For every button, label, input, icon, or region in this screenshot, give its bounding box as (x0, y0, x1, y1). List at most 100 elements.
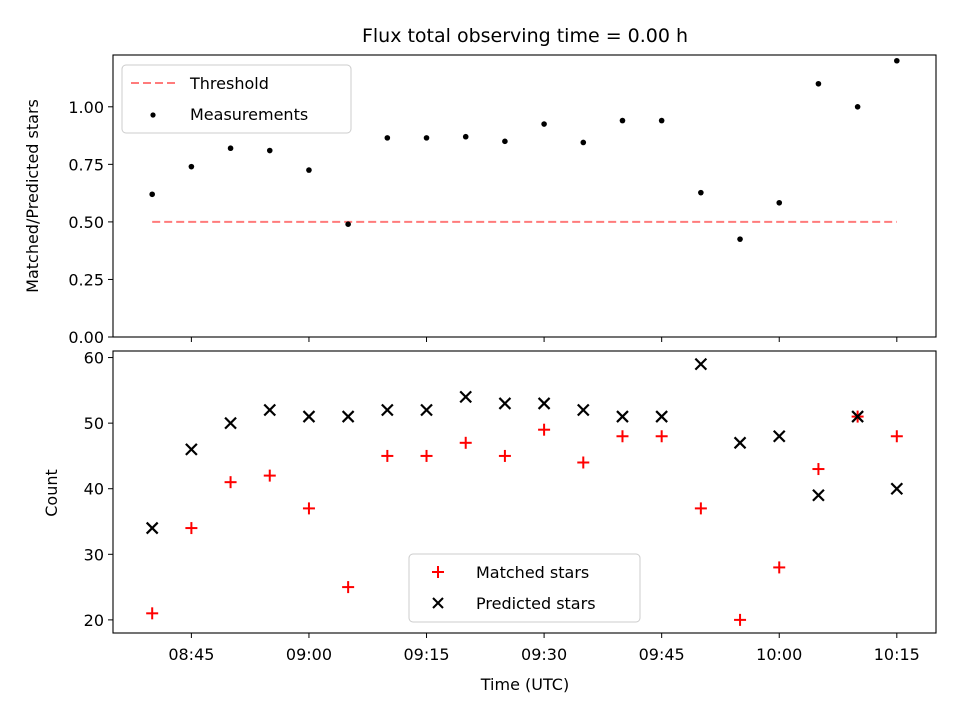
predicted-star-point (145, 521, 159, 535)
bottom-y-label: Count (42, 469, 61, 517)
predicted-star-point (420, 403, 433, 417)
predicted-star-point (890, 482, 904, 495)
predicted-star-point (498, 397, 512, 410)
matched-star-point (146, 607, 159, 620)
matched-star-point (890, 430, 903, 443)
predicted-star-point (616, 410, 629, 423)
top-panel: Flux total observing time = 0.00 h 0.000… (23, 25, 937, 347)
predicted-stars-points (145, 357, 904, 535)
measurement-point (658, 117, 665, 124)
bottom-y-ticks: 20 30 40 50 60 (84, 349, 113, 630)
matched-star-point (812, 463, 825, 476)
measurement-point (502, 138, 508, 145)
measurement-point (580, 139, 587, 146)
measurement-point (776, 199, 783, 206)
matched-star-point (381, 449, 394, 462)
top-legend: Threshold Measurements (121, 64, 352, 134)
measurement-point (854, 103, 861, 110)
top-y-ticks: 0.00 0.25 0.50 0.75 1.00 (68, 98, 113, 347)
bottom-x-tick-label: 09:15 (403, 645, 449, 664)
predicted-star-point (733, 436, 747, 450)
bottom-x-label: Time (UTC) (480, 675, 569, 694)
bottom-x-tick-label: 09:30 (521, 645, 567, 664)
matched-star-point (224, 476, 237, 489)
bottom-y-tick-label: 40 (84, 480, 104, 499)
top-axes-frame (112, 54, 937, 338)
bottom-panel: 20 30 40 50 60 08:45 09:00 09:15 09:30 09:45 10:0… (42, 349, 937, 694)
top-y-tick-label: 0.00 (68, 328, 104, 347)
top-y-tick-label: 1.00 (68, 98, 104, 117)
predicted-star-point (263, 403, 277, 417)
matched-star-point (498, 449, 511, 462)
predicted-star-point (577, 403, 590, 417)
bottom-x-tick-label: 08:45 (168, 645, 214, 664)
top-y-tick-label: 0.50 (68, 213, 104, 232)
measurement-point (815, 80, 822, 87)
bottom-x-ticks: 08:45 09:00 09:15 09:30 09:45 10:00 10:15 (168, 633, 920, 664)
predicted-star-point (341, 410, 355, 423)
measurement-point (737, 236, 743, 242)
matched-star-point (185, 522, 198, 535)
top-y-tick-label: 0.75 (68, 155, 104, 174)
top-legend-box (121, 64, 352, 134)
matched-star-point (263, 469, 276, 482)
measurement-point (306, 167, 312, 173)
matched-star-point (420, 449, 433, 462)
predicted-star-point (185, 443, 198, 456)
measurement-points (149, 57, 900, 242)
top-y-label: Matched/Predicted stars (23, 99, 42, 293)
top-y-tick-label: 0.25 (68, 270, 104, 289)
bottom-y-tick-label: 60 (84, 349, 104, 368)
legend-matched-swatch (432, 566, 444, 578)
measurement-point (384, 135, 391, 141)
bottom-x-tick-label: 10:15 (874, 645, 920, 664)
legend-predicted-label: Predicted stars (476, 594, 596, 613)
measurement-point (698, 189, 704, 196)
bottom-x-tick-label: 10:00 (756, 645, 802, 664)
legend-threshold-label: Threshold (189, 74, 269, 93)
matched-star-point (302, 502, 315, 515)
matched-star-point (616, 430, 629, 443)
matched-star-point (577, 456, 590, 469)
matched-star-point (459, 436, 472, 449)
legend-measurements-label: Measurements (190, 105, 308, 124)
bottom-axes-frame (112, 350, 937, 634)
legend-matched-label: Matched stars (476, 563, 589, 582)
predicted-star-point (381, 403, 394, 417)
bottom-x-tick-label: 09:00 (286, 645, 332, 664)
measurement-point (345, 221, 351, 227)
bottom-legend-box (408, 553, 641, 623)
measurement-point (894, 57, 900, 64)
legend-predicted-swatch (432, 597, 444, 609)
predicted-star-point (459, 390, 472, 404)
matched-star-point (694, 502, 707, 515)
predicted-star-point (224, 416, 237, 430)
matched-star-point (773, 561, 786, 574)
bottom-y-tick-label: 20 (84, 611, 104, 630)
legend-measurements-swatch (150, 112, 156, 118)
measurement-point (462, 133, 469, 140)
measurement-point (619, 117, 626, 124)
measurement-point (541, 121, 547, 127)
predicted-star-point (655, 410, 668, 423)
predicted-star-point (851, 410, 864, 423)
matched-star-point (655, 430, 668, 443)
matched-star-point (538, 423, 551, 436)
bottom-legend: Matched stars Predicted stars (408, 553, 641, 623)
predicted-star-point (812, 489, 825, 502)
measurement-point (423, 135, 430, 141)
predicted-star-point (694, 357, 708, 371)
top-x-ticks (190, 337, 898, 342)
bottom-y-tick-label: 50 (84, 414, 104, 433)
bottom-y-tick-label: 30 (84, 545, 104, 564)
chart-title: Flux total observing time = 0.00 h (362, 25, 688, 47)
measurement-point (149, 191, 155, 198)
predicted-star-point (772, 429, 786, 443)
matched-star-point (734, 613, 747, 626)
predicted-star-point (302, 410, 316, 423)
predicted-star-point (537, 397, 551, 410)
measurement-point (266, 147, 273, 154)
measurement-point (227, 145, 234, 152)
matched-star-point (342, 581, 355, 594)
